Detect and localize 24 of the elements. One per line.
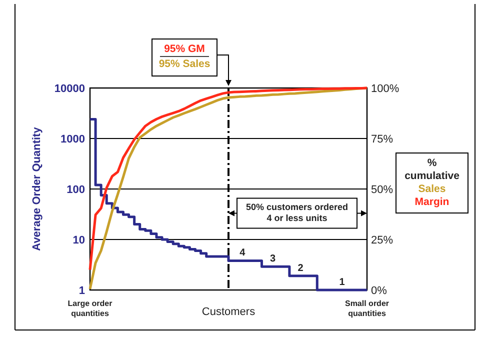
annotation: 4 (240, 248, 246, 259)
text: 95% GM (164, 43, 206, 55)
legend-title: % cumulative (404, 157, 460, 182)
annotation: 1 (339, 277, 346, 288)
y2-tick-label: 50% (371, 184, 394, 196)
text: Margin (414, 196, 450, 208)
annotation: 50% customers ordered 4 or less units (246, 202, 348, 224)
x-axis-title: Customers (202, 306, 256, 318)
y2-tick-label: 0% (371, 284, 388, 297)
x-tick-label: Small order quantities (344, 299, 390, 318)
y-tick-label: 1 (78, 284, 85, 297)
y-tick-label: 10000 (54, 82, 85, 95)
x-tick-label: Large order quantities (68, 299, 112, 318)
y-tick-label: 1000 (60, 133, 85, 146)
y-tick-label: 100 (66, 184, 85, 196)
text: 95% Sales (158, 58, 210, 70)
text: Sales (418, 183, 446, 195)
y2-tick-label: 75% (371, 133, 394, 146)
y-axis-title: Average Order Quantity (31, 126, 43, 251)
y2-tick-label: 100% (371, 82, 400, 95)
annotation: 3 (270, 254, 276, 265)
annotation: 2 (298, 262, 304, 274)
y-tick-label: 10 (72, 234, 85, 246)
y2-tick-label: 25% (371, 234, 394, 246)
